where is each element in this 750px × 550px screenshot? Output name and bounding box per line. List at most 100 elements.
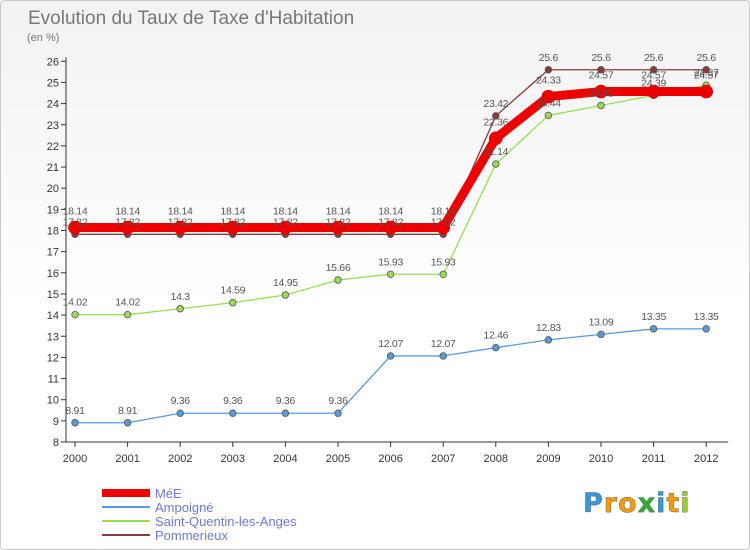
series-saint-quentin-les-anges <box>71 81 710 319</box>
data-label: 17.82 <box>168 216 193 228</box>
data-label: 14.02 <box>115 297 140 309</box>
y-tick-label: 16 <box>47 268 59 280</box>
data-point <box>544 111 553 120</box>
y-tick-label: 19 <box>47 204 59 216</box>
x-tick-label: 2011 <box>642 453 666 465</box>
y-tick-label: 18 <box>47 226 59 238</box>
data-label: 13.35 <box>694 311 719 323</box>
data-label: 23.42 <box>483 98 508 110</box>
series-layer <box>68 66 714 427</box>
data-point <box>544 66 553 74</box>
data-point <box>281 291 290 299</box>
data-point <box>123 419 132 427</box>
data-label: 17.82 <box>431 216 456 228</box>
data-label: 18.14 <box>63 206 88 218</box>
data-point <box>331 220 345 235</box>
data-label: 24.57 <box>641 70 666 82</box>
data-point <box>229 298 237 307</box>
data-point <box>699 84 714 99</box>
data-point <box>646 84 661 99</box>
data-point <box>281 409 290 417</box>
data-point <box>68 220 82 235</box>
data-point <box>439 352 447 360</box>
legend: MéEAmpoignéSaint-Quentin-les-AngesPommer… <box>102 486 297 543</box>
y-tick-label: 26 <box>47 56 59 68</box>
data-label: 12.07 <box>431 338 456 350</box>
legend-label: Saint-Quentin-les-Anges <box>155 514 297 529</box>
proxiti-logo: Proxiti <box>583 488 691 520</box>
data-label: 15.93 <box>431 256 456 268</box>
data-label: 14.3 <box>171 291 191 303</box>
data-label: 17.82 <box>378 216 403 228</box>
data-point <box>386 270 395 278</box>
data-point <box>120 220 135 235</box>
x-tick-label: 2001 <box>115 453 139 465</box>
y-tick-label: 8 <box>53 437 59 449</box>
data-label: 23.44 <box>536 97 561 109</box>
data-point <box>541 89 556 104</box>
data-point <box>173 220 187 235</box>
series-ampoigne <box>71 325 710 427</box>
y-tick-label: 9 <box>53 416 59 428</box>
data-point <box>226 220 240 235</box>
y-tick-label: 10 <box>47 395 59 407</box>
data-point <box>492 160 500 168</box>
data-point <box>386 352 395 360</box>
data-label: 18.14 <box>168 206 193 218</box>
x-tick-label: 2012 <box>694 453 718 465</box>
data-label: 12.07 <box>378 338 403 350</box>
y-tick-label: 14 <box>47 310 59 322</box>
x-tick-label: 2004 <box>273 453 297 465</box>
x-tick-label: 2009 <box>536 453 560 465</box>
data-point <box>71 310 79 319</box>
data-point <box>176 409 184 417</box>
data-label: 17.82 <box>63 216 88 228</box>
data-point <box>123 310 132 319</box>
data-label: 8.91 <box>65 405 85 417</box>
data-point <box>544 336 553 344</box>
x-tick-label: 2008 <box>484 453 508 465</box>
legend-label: Ampoigné <box>155 500 214 515</box>
data-point <box>594 84 608 99</box>
data-label: 21.14 <box>483 146 508 158</box>
x-tick-label: 2006 <box>378 453 402 465</box>
data-label: 25.6 <box>644 52 664 64</box>
x-tick-label: 2002 <box>168 453 192 465</box>
data-label: 17.82 <box>326 216 351 228</box>
data-label: 9.36 <box>328 395 348 407</box>
data-point <box>278 220 293 235</box>
data-label: 24.87 <box>694 67 719 79</box>
data-point <box>492 343 500 352</box>
data-label: 14.59 <box>220 285 245 297</box>
data-label: 13.35 <box>641 311 666 323</box>
data-point <box>334 409 342 417</box>
data-label: 14.02 <box>63 297 88 309</box>
y-tick-label: 13 <box>47 331 59 343</box>
logo-letter: i <box>656 488 667 520</box>
data-point <box>439 270 447 278</box>
data-label: 9.36 <box>276 395 296 407</box>
data-label: 25.6 <box>539 52 559 64</box>
data-label: 12.46 <box>483 330 508 342</box>
data-label: 17.82 <box>273 216 298 228</box>
y-tick-label: 24 <box>47 99 59 111</box>
data-label: 25.6 <box>591 52 611 64</box>
data-label: 15.66 <box>326 262 351 274</box>
data-point <box>597 66 605 74</box>
y-tick-label: 21 <box>47 162 59 174</box>
chart-title: Evolution du Taux de Taxe d'Habitation <box>28 8 354 29</box>
data-label: 24.57 <box>694 70 719 82</box>
data-point <box>383 220 398 235</box>
data-point <box>229 409 237 417</box>
series-line <box>74 84 707 316</box>
data-label: 17.82 <box>115 216 140 228</box>
logo-letter: i <box>680 488 691 520</box>
y-tick-label: 22 <box>47 141 59 153</box>
data-label: 24.39 <box>641 77 666 89</box>
y-tick-label: 20 <box>47 183 59 195</box>
data-label: 18.14 <box>378 206 403 218</box>
data-labels: 18.14 18.14 18.14 18.14 18.14 18.14 18.14 18.14… <box>63 52 720 417</box>
data-point <box>597 101 605 110</box>
y-tick-label: 15 <box>47 289 59 301</box>
